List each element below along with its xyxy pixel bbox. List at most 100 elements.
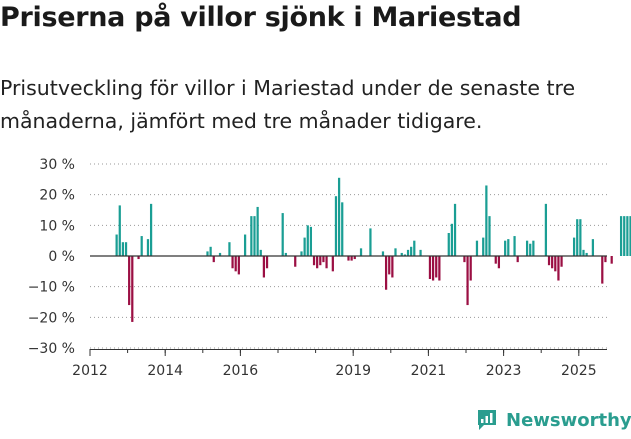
bar	[579, 219, 582, 256]
bar	[359, 248, 363, 256]
bar	[482, 237, 485, 256]
bar	[623, 216, 626, 256]
bar	[450, 223, 454, 256]
bar	[121, 242, 125, 256]
bar	[149, 203, 153, 256]
bar	[629, 216, 631, 256]
bar	[610, 256, 613, 264]
bar	[300, 251, 303, 256]
bar	[516, 256, 519, 263]
bar	[350, 256, 353, 261]
bar	[394, 248, 397, 256]
bar	[466, 256, 469, 306]
bar	[341, 202, 344, 256]
bar	[256, 206, 259, 256]
bar	[259, 249, 262, 256]
bar	[447, 233, 450, 256]
bar	[265, 256, 269, 269]
bar	[485, 185, 488, 256]
bar	[582, 249, 585, 256]
bar	[469, 256, 472, 281]
bar	[428, 256, 432, 279]
y-tick-label: 20 %	[39, 188, 75, 204]
bar	[306, 225, 309, 256]
bar	[585, 252, 588, 256]
bar	[231, 256, 234, 269]
x-tick-label: 2012	[72, 363, 108, 379]
x-tick-label: 2016	[223, 363, 259, 379]
bar	[131, 256, 134, 322]
y-tick-label: 10 %	[39, 218, 75, 234]
bar	[525, 240, 529, 256]
brand-name: Newsworthy	[506, 409, 631, 431]
bar	[206, 251, 209, 256]
bar	[284, 252, 287, 256]
bar	[591, 239, 595, 256]
bar	[529, 243, 532, 256]
bar	[243, 234, 247, 256]
bar	[309, 226, 313, 256]
bar	[262, 256, 266, 278]
bar	[626, 216, 629, 256]
bar	[331, 256, 334, 272]
bar	[557, 256, 560, 281]
bar	[413, 240, 416, 256]
bar	[319, 256, 322, 266]
newsworthy-logo-icon	[478, 410, 496, 430]
newsworthy-brand[interactable]: Newsworthy	[476, 408, 631, 432]
bar	[507, 239, 510, 256]
bar	[253, 216, 256, 256]
bar	[497, 256, 501, 269]
bar	[547, 256, 551, 266]
bar	[463, 256, 466, 263]
bar	[322, 256, 325, 263]
bar	[410, 246, 413, 256]
bar	[388, 256, 391, 275]
bar	[475, 240, 479, 256]
bar	[453, 203, 457, 256]
y-tick-label: 0 %	[48, 249, 75, 265]
bar	[513, 236, 516, 256]
x-tick-label: 2025	[561, 363, 597, 379]
bar	[406, 249, 410, 256]
bar	[212, 256, 215, 263]
bar	[494, 256, 497, 264]
bar	[234, 256, 237, 272]
bar	[431, 256, 435, 281]
y-tick-label: −20 %	[28, 310, 75, 326]
bar	[137, 256, 140, 260]
bar	[532, 240, 535, 256]
bar	[115, 234, 118, 256]
x-tick-label: 2014	[147, 363, 183, 379]
bar	[554, 256, 557, 272]
y-tick-label: 30 %	[39, 157, 75, 173]
bar	[250, 216, 253, 256]
bar	[347, 256, 350, 261]
bar	[294, 256, 297, 267]
bar	[604, 256, 607, 263]
x-tick-label: 2023	[486, 363, 522, 379]
bar	[601, 256, 604, 284]
bar	[576, 219, 579, 256]
bar	[369, 228, 372, 256]
bar	[218, 252, 222, 256]
bar	[544, 203, 548, 256]
x-tick-label: 2021	[411, 363, 447, 379]
bar	[337, 177, 341, 256]
chart-subtitle: Prisutveckling för villor i Mariestad un…	[0, 76, 576, 133]
y-tick-label: −10 %	[28, 280, 75, 296]
bar	[303, 237, 306, 256]
bar	[438, 256, 441, 281]
bar	[504, 240, 507, 256]
bar	[403, 254, 407, 256]
y-tick-label: −30 %	[28, 341, 75, 357]
bar	[118, 205, 121, 256]
bar	[312, 256, 316, 266]
bar	[124, 242, 128, 256]
bar	[237, 256, 240, 275]
bar	[140, 236, 143, 256]
bar	[488, 216, 491, 256]
x-tick-label: 2019	[335, 363, 371, 379]
bar	[128, 256, 131, 306]
